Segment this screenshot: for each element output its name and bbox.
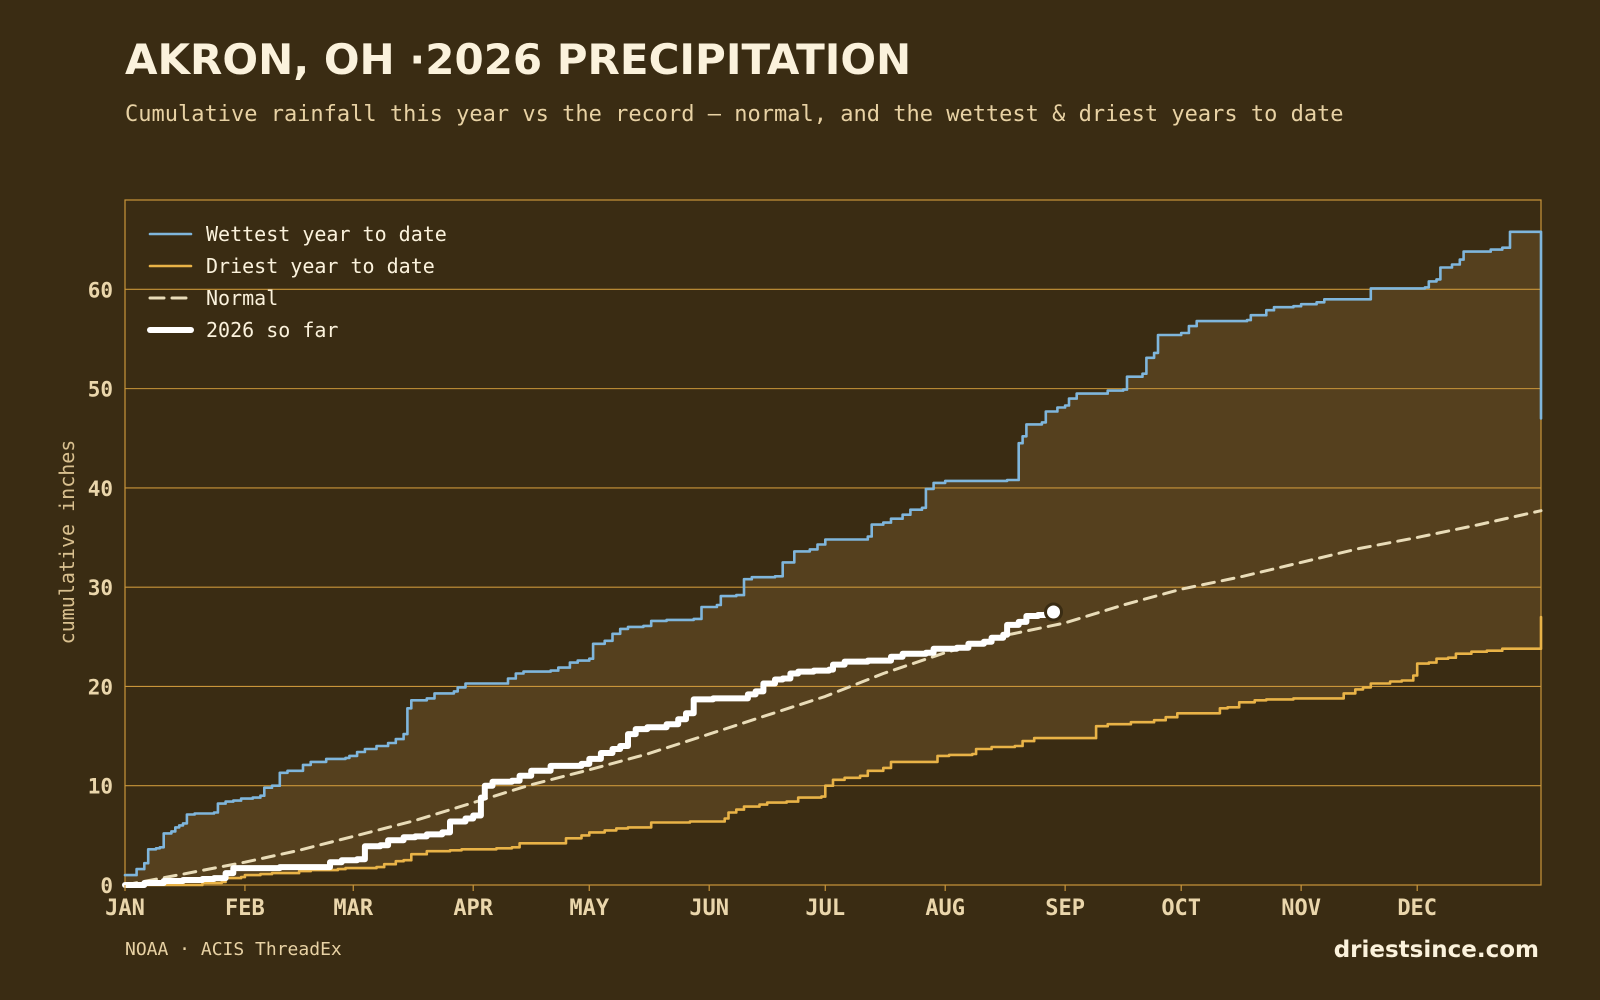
y-tick-10: 10 (88, 775, 113, 799)
x-tick-apr: APR (453, 896, 493, 921)
x-tick-oct: OCT (1161, 896, 1201, 921)
legend-label-current: 2026 so far (206, 318, 338, 342)
series-lines (122, 230, 1543, 888)
x-tick-feb: FEB (225, 896, 265, 921)
record-band-fill (125, 231, 1541, 886)
chart-title: AKRON, OH ·2026 PRECIPITATION (125, 35, 911, 84)
legend-label-wettest: Wettest year to date (206, 222, 447, 246)
x-tick-nov: NOV (1281, 896, 1321, 921)
x-tick-jun: JUN (689, 896, 729, 921)
legend-label-driest: Driest year to date (206, 254, 435, 278)
x-tick-aug: AUG (925, 896, 965, 921)
current-point-marker (1044, 602, 1064, 622)
y-tick-0: 0 (100, 874, 113, 898)
series-line-wettest (123, 230, 1543, 877)
plot-frame (124, 199, 1542, 886)
x-tick-sep: SEP (1045, 896, 1085, 921)
y-tick-20: 20 (88, 675, 113, 699)
y-axis-ticks: 0 10 20 30 40 50 60 (88, 278, 113, 898)
legend-label-normal: Normal (206, 286, 278, 310)
x-axis-ticks: JAN FEB MAR APR MAY JUN JUL AUG SEP OCT NOV DEC (105, 885, 1437, 921)
series-line-current (122, 609, 1057, 888)
y-axis-label: cumulative inches (55, 440, 79, 645)
x-tick-jan: JAN (105, 896, 145, 921)
x-tick-jul: JUL (805, 896, 845, 921)
x-tick-mar: MAR (333, 896, 373, 921)
y-tick-50: 50 (88, 378, 113, 402)
y-tick-30: 30 (88, 576, 113, 600)
source-credit: NOAA · ACIS ThreadEx (125, 939, 342, 960)
chart-subtitle: Cumulative rainfall this year vs the rec… (125, 102, 1344, 127)
series-line-normal (123, 509, 1543, 887)
legend: Wettest year to date Driest year to date N… (147, 222, 447, 342)
y-tick-40: 40 (88, 477, 113, 501)
series-line-driest (123, 615, 1543, 887)
brand-logo[interactable]: driestsince.com (1334, 937, 1539, 963)
y-tick-60: 60 (88, 278, 113, 302)
x-tick-may: MAY (569, 896, 609, 921)
record-band (125, 231, 1541, 886)
x-tick-dec: DEC (1397, 896, 1437, 921)
